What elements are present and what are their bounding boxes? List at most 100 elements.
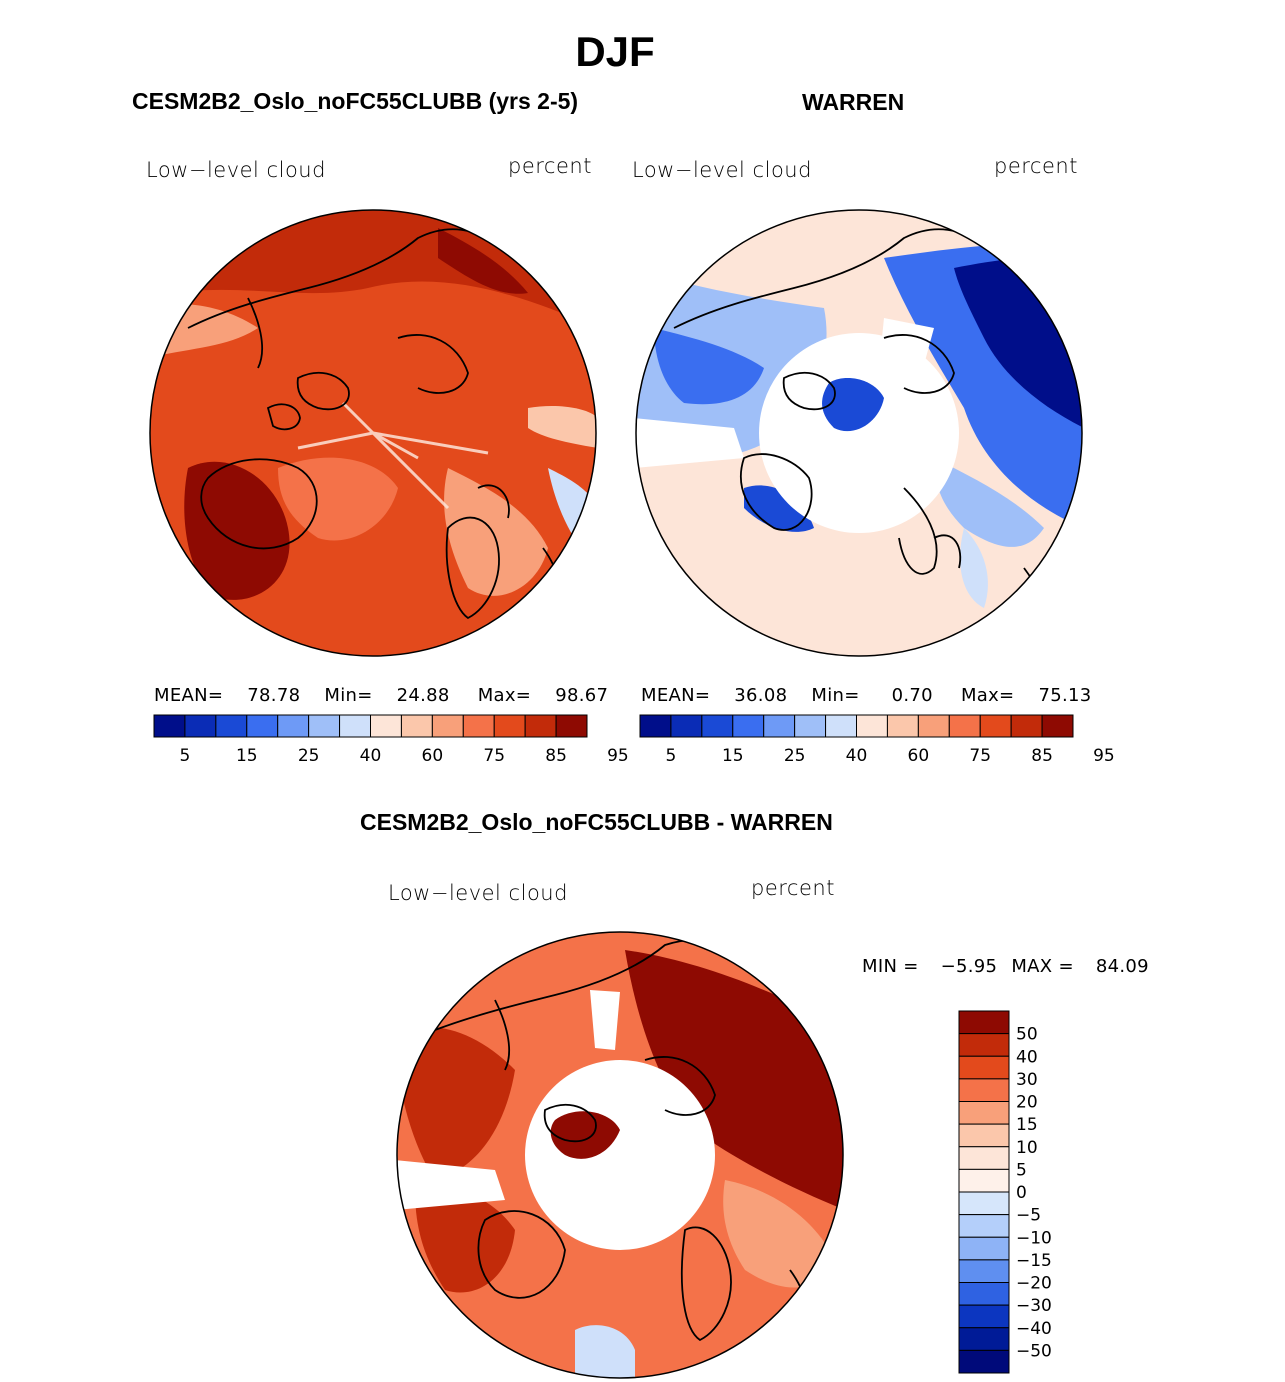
colorbar-model-swatch: [431, 714, 464, 738]
colorbar-warren-swatch: [1041, 714, 1074, 738]
colorbar-diff-swatch: [958, 1146, 1010, 1170]
colorbar-model-swatch: [215, 714, 248, 738]
colorbar-model-tick-label: 5: [180, 746, 191, 766]
map-diff: [396, 931, 844, 1379]
panel-1-mean-label: MEAN=: [154, 685, 224, 706]
panel-1-max-label: Max=: [477, 685, 532, 706]
colorbar-diff-tick-label: 5: [1016, 1160, 1027, 1180]
map-warren: [635, 209, 1083, 657]
map-warren-scandinavia-light: [960, 528, 988, 608]
panel-2-mean-label: MEAN=: [641, 685, 711, 706]
colorbar-model-tick-label: 95: [607, 746, 629, 766]
map-diff-pacific: [397, 1026, 515, 1180]
colorbar-diff-swatch: [958, 1055, 1010, 1080]
map-diff-greenland: [415, 1187, 515, 1293]
colorbar-warren-swatch: [979, 714, 1012, 738]
colorbar-warren-tick-label: 25: [784, 746, 806, 766]
colorbar-model-swatch: [370, 714, 402, 738]
colorbar-warren-swatch: [670, 714, 703, 738]
colorbar-diff-tick-label: 10: [1016, 1138, 1038, 1158]
colorbar-model-swatch: [400, 714, 433, 738]
colorbar-warren-swatch: [917, 714, 950, 738]
map-model: [149, 209, 597, 657]
colorbar-model-tick-label: 40: [360, 746, 382, 766]
colorbar-diff-tick-label: −20: [1016, 1274, 1052, 1294]
map-diff-blue-patch: [575, 1325, 635, 1378]
map-model-scandinavia-low: [444, 468, 548, 596]
colorbar-warren-swatch: [701, 714, 734, 738]
colorbar-warren-swatch: [639, 714, 672, 738]
colorbar-warren-swatch: [1010, 714, 1043, 738]
panel-2-variable: Low−level cloud: [632, 158, 812, 182]
map-warren-missing-core: [759, 333, 959, 533]
colorbar-model-swatch: [277, 714, 310, 738]
colorbar-warren-tick-label: 85: [1031, 746, 1053, 766]
diff-max-value: 84.09: [1095, 956, 1149, 977]
colorbar-diff-swatch: [958, 1236, 1010, 1261]
panel-2-max-label: Max=: [960, 685, 1015, 706]
colorbar-diff-tick-label: 50: [1016, 1025, 1038, 1045]
panel-1-max-value: 98.67: [555, 685, 609, 706]
colorbar-diff-tick-label: 20: [1016, 1093, 1038, 1113]
colorbar-warren-tick-label: 75: [969, 746, 991, 766]
panel-1-stats: MEAN= 78.78 Min= 24.88 Max= 98.67: [154, 685, 608, 706]
map-warren-pacific-dark: [654, 328, 764, 405]
panel-1-mean-value: 78.78: [247, 685, 301, 706]
map-diff-missing-core: [525, 1060, 715, 1250]
panel-2-mean-value: 36.08: [734, 685, 788, 706]
map-diff-siberia-peak: [625, 950, 843, 1210]
map-warren-missing-wedge-2: [879, 318, 934, 383]
colorbar-diff-swatch: [958, 1168, 1010, 1193]
colorbar-warren-swatch: [794, 714, 827, 738]
colorbar-warren-swatch: [763, 714, 796, 738]
panel-2-title: WARREN: [802, 89, 905, 115]
colorbar-diff-tick-label: 15: [1016, 1115, 1038, 1135]
colorbar-warren-swatch: [825, 714, 857, 738]
colorbar-diff-tick-label: −15: [1016, 1251, 1052, 1271]
colorbar-diff-swatch: [958, 1259, 1010, 1283]
panel-2-min-label: Min=: [811, 685, 860, 706]
colorbar-diff-swatch: [958, 1327, 1010, 1351]
panel-1-units: percent: [508, 154, 592, 178]
diff-max-label: MAX =: [1011, 956, 1074, 977]
map-model-pole-streaks: [297, 401, 489, 510]
colorbar-diff-tick-label: 40: [1016, 1047, 1038, 1067]
map-diff-missing-wedge-1: [397, 1160, 505, 1210]
colorbar-model-swatch: [184, 714, 217, 738]
colorbar-model-swatch: [462, 714, 495, 738]
colorbar-diff-swatch: [958, 1101, 1010, 1125]
colorbar-model-tick-label: 15: [236, 746, 258, 766]
map-model-greenland-peak: [184, 461, 290, 600]
colorbar-warren: 5 15 25 40 60 75 85 95: [639, 714, 1115, 766]
map-warren-missing-wedge-1: [636, 418, 744, 468]
colorbar-diff-swatch: [958, 1304, 1010, 1329]
panel-2-min-value: 0.70: [891, 685, 933, 706]
colorbar-model-swatch: [308, 714, 341, 738]
diff-min-label: MIN =: [862, 956, 919, 977]
panel-1-title: CESM2B2_Oslo_noFC55CLUBB (yrs 2-5): [132, 88, 579, 114]
colorbar-model-tick-label: 25: [298, 746, 320, 766]
colorbar-model-swatch: [493, 714, 526, 738]
colorbar-diff-tick-label: 30: [1016, 1070, 1038, 1090]
colorbar-warren-tick-label: 60: [908, 746, 930, 766]
colorbar-diff-tick-label: −30: [1016, 1296, 1052, 1316]
figure-title: DJF: [575, 28, 655, 75]
colorbar-diff-swatch: [958, 1010, 1010, 1035]
diff-min-value: −5.95: [940, 956, 998, 977]
colorbar-model-tick-label: 60: [422, 746, 444, 766]
map-model-siberia-peak: [438, 228, 528, 294]
map-model-border: [149, 209, 597, 657]
colorbar-warren-swatch: [732, 714, 765, 738]
colorbar-diff-tick-label: 0: [1016, 1183, 1027, 1203]
diff-minmax: MIN = −5.95 MAX = 84.09: [862, 956, 1149, 977]
colorbar-diff-tick-label: −40: [1016, 1319, 1052, 1339]
colorbar-warren-tick-label: 40: [846, 746, 868, 766]
diff-panel-units: percent: [751, 876, 835, 900]
colorbar-diff-swatch: [958, 1349, 1010, 1374]
map-diff-border: [396, 931, 844, 1379]
diff-panel-title: CESM2B2_Oslo_noFC55CLUBB - WARREN: [360, 809, 833, 835]
panel-2-stats: MEAN= 36.08 Min= 0.70 Max= 75.13: [641, 685, 1092, 706]
map-warren-greenland-blue: [744, 485, 814, 532]
panel-2-max-value: 75.13: [1038, 685, 1092, 706]
